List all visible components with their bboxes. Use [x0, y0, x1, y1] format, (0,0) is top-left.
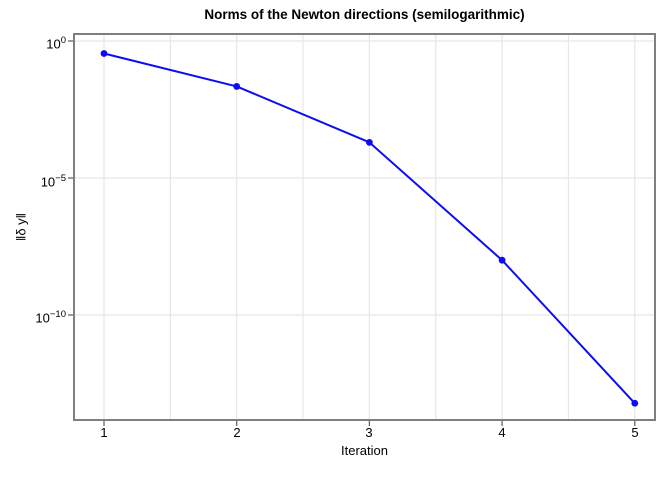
data-point-marker — [631, 399, 639, 407]
data-point-marker — [100, 50, 108, 57]
x-axis-label: Iteration — [341, 443, 388, 458]
data-point-marker — [366, 138, 373, 146]
data-point-marker — [233, 83, 241, 90]
x-tick-label: 1 — [100, 425, 108, 440]
x-tick-label: 5 — [631, 425, 639, 440]
chart-title: Norms of the Newton directions (semiloga… — [204, 7, 525, 22]
x-tick-label: 3 — [365, 425, 373, 440]
y-tick-label: 10−5 — [0, 171, 66, 190]
y-tick-label: 100 — [0, 33, 66, 52]
y-axis-label: ‖δ y‖ — [13, 212, 29, 242]
data-point-marker — [498, 256, 506, 264]
y-tick-exponent: −10 — [49, 309, 66, 320]
y-tick-exponent: −5 — [55, 173, 66, 184]
y-tick-exponent: 0 — [60, 35, 66, 46]
x-tick-label: 2 — [233, 425, 241, 440]
y-tick-label: 10−10 — [0, 307, 66, 326]
x-tick-label: 4 — [498, 425, 506, 440]
y-tick-base: 10 — [40, 174, 56, 190]
y-tick-base: 10 — [35, 310, 50, 326]
y-tick-base: 10 — [46, 36, 61, 52]
plot-frame — [73, 33, 656, 421]
